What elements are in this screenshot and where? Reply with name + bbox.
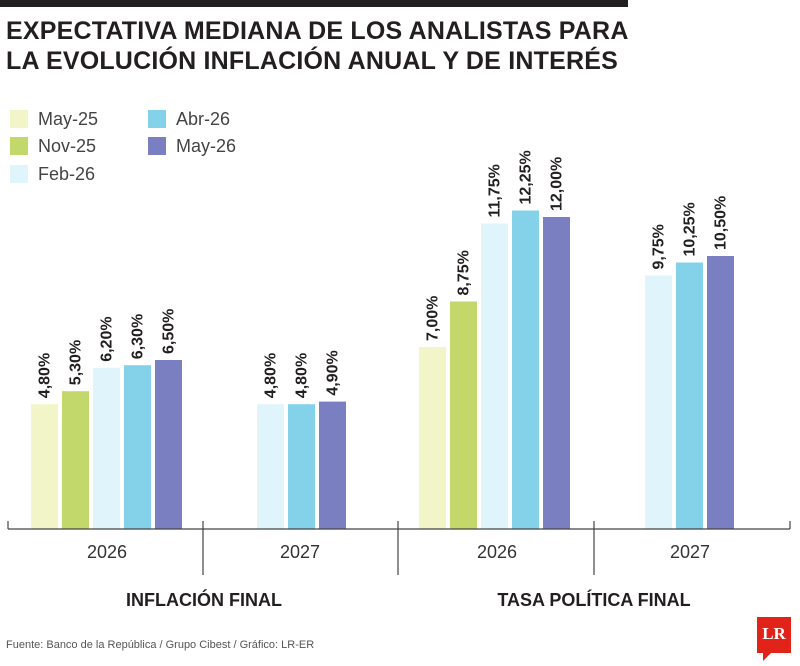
x-tick-label: 2027 bbox=[280, 542, 320, 562]
bar bbox=[257, 404, 284, 529]
legend-swatch bbox=[148, 110, 166, 128]
legend-item-nov-25: Nov-25 bbox=[10, 136, 96, 156]
bar-value-label: 4,90% bbox=[325, 350, 342, 395]
legend: May-25 Nov-25 Feb-26 Abr-26 May-26 bbox=[10, 109, 236, 184]
bar bbox=[676, 262, 703, 529]
bar bbox=[288, 404, 315, 529]
bars: 4,80% 5,30% 6,20% 6,30% 6,50% 4,80% 4,80% 4,90%… bbox=[31, 150, 734, 529]
legend-label: May-26 bbox=[176, 136, 236, 156]
bar-value-label: 4,80% bbox=[263, 353, 280, 398]
x-tick-label: 2027 bbox=[670, 542, 710, 562]
top-rule bbox=[0, 0, 628, 7]
legend-label: Feb-26 bbox=[38, 164, 95, 184]
bar bbox=[155, 360, 182, 529]
legend-label: Abr-26 bbox=[176, 109, 230, 129]
x-tick-label: 2026 bbox=[87, 542, 127, 562]
bar-value-label: 7,00% bbox=[425, 296, 442, 341]
group-label: INFLACIÓN FINAL bbox=[126, 589, 282, 610]
legend-swatch bbox=[10, 110, 28, 128]
lr-logo: LR bbox=[757, 617, 791, 661]
legend-label: Nov-25 bbox=[38, 136, 96, 156]
bar bbox=[31, 404, 58, 529]
legend-item-abr-26: Abr-26 bbox=[148, 109, 230, 129]
bar-value-label: 11,75% bbox=[487, 164, 504, 217]
bar bbox=[124, 365, 151, 529]
x-tick-label: 2026 bbox=[477, 542, 517, 562]
bar bbox=[450, 301, 477, 529]
legend-swatch bbox=[10, 137, 28, 155]
bar-value-label: 4,80% bbox=[294, 353, 311, 398]
bar bbox=[481, 223, 508, 529]
bar-value-label: 12,25% bbox=[518, 150, 535, 204]
bar-value-label: 8,75% bbox=[456, 250, 473, 295]
bar-value-label: 6,30% bbox=[130, 314, 147, 359]
legend-item-feb-26: Feb-26 bbox=[10, 164, 95, 184]
bar-value-label: 10,50% bbox=[713, 196, 730, 250]
bar bbox=[707, 256, 734, 529]
legend-label: May-25 bbox=[38, 109, 98, 129]
bar-value-label: 12,00% bbox=[549, 157, 566, 211]
chart-title-line-1: EXPECTATIVA MEDIANA DE LOS ANALISTAS PAR… bbox=[6, 17, 629, 45]
chart-title-line-2: LA EVOLUCIÓN INFLACIÓN ANUAL Y DE INTERÉ… bbox=[6, 47, 618, 75]
source-note: Fuente: Banco de la República / Grupo Ci… bbox=[6, 639, 315, 651]
bar-value-label: 4,80% bbox=[37, 353, 54, 398]
bar bbox=[512, 210, 539, 529]
bar-value-label: 5,30% bbox=[68, 340, 85, 385]
bar-value-label: 6,20% bbox=[99, 316, 116, 361]
group-label: TASA POLÍTICA FINAL bbox=[497, 589, 690, 610]
legend-item-may-26: May-26 bbox=[148, 136, 236, 156]
bar bbox=[645, 275, 672, 529]
chart-title: EXPECTATIVA MEDIANA DE LOS ANALISTAS PAR… bbox=[6, 16, 646, 76]
bar-value-label: 9,75% bbox=[651, 224, 668, 269]
legend-swatch bbox=[10, 165, 28, 183]
bar bbox=[319, 401, 346, 529]
x-axis: 2026 2027 INFLACIÓN FINAL 2026 2027 TASA POLÍ… bbox=[7, 521, 791, 610]
legend-swatch bbox=[148, 137, 166, 155]
bar-value-label: 10,25% bbox=[682, 202, 699, 256]
bar bbox=[93, 367, 120, 529]
bar bbox=[419, 347, 446, 529]
bar bbox=[62, 391, 89, 529]
bar bbox=[543, 217, 570, 529]
bar-value-label: 6,50% bbox=[161, 309, 178, 354]
legend-item-may-25: May-25 bbox=[10, 109, 98, 129]
